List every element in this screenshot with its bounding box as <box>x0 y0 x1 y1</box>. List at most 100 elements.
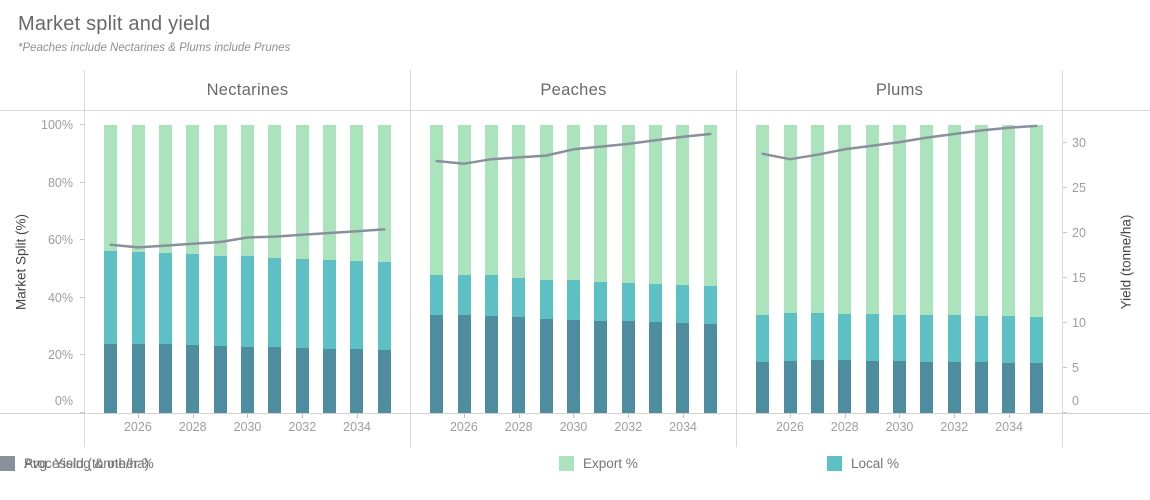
bar-segment-export[interactable] <box>783 125 797 313</box>
bar-segment-local[interactable] <box>377 262 391 350</box>
bar-segment-processing[interactable] <box>975 362 989 413</box>
bar-segment-local[interactable] <box>947 315 961 363</box>
bar-segment-processing[interactable] <box>566 319 580 413</box>
bar-segment-processing[interactable] <box>1029 362 1043 413</box>
bar-segment-processing[interactable] <box>158 344 172 413</box>
stacked-bar-2034[interactable] <box>1002 111 1016 413</box>
bar-segment-processing[interactable] <box>703 323 717 413</box>
bar-segment-local[interactable] <box>104 251 118 344</box>
bar-segment-processing[interactable] <box>377 349 391 413</box>
stacked-bar-2025[interactable] <box>430 111 444 413</box>
bar-segment-export[interactable] <box>213 125 227 256</box>
bar-segment-export[interactable] <box>186 125 200 255</box>
bar-segment-local[interactable] <box>295 258 309 348</box>
bar-segment-export[interactable] <box>947 125 961 316</box>
stacked-bar-2025[interactable] <box>104 111 118 413</box>
bar-segment-export[interactable] <box>539 125 553 280</box>
stacked-bar-2030[interactable] <box>240 111 254 413</box>
bar-segment-local[interactable] <box>703 286 717 324</box>
stacked-bar-2029[interactable] <box>865 111 879 413</box>
bar-segment-export[interactable] <box>323 125 337 261</box>
bar-segment-local[interactable] <box>131 251 145 344</box>
bar-segment-processing[interactable] <box>240 346 254 413</box>
bar-segment-export[interactable] <box>377 125 391 263</box>
stacked-bar-2027[interactable] <box>810 111 824 413</box>
bar-segment-export[interactable] <box>838 125 852 314</box>
bar-segment-local[interactable] <box>484 275 498 316</box>
bar-segment-export[interactable] <box>240 125 254 257</box>
bar-segment-export[interactable] <box>594 125 608 282</box>
bar-segment-local[interactable] <box>240 256 254 347</box>
stacked-bar-2032[interactable] <box>295 111 309 413</box>
bar-segment-local[interactable] <box>213 255 227 347</box>
bar-segment-processing[interactable] <box>810 360 824 413</box>
stacked-bar-2031[interactable] <box>920 111 934 413</box>
bar-segment-local[interactable] <box>1029 316 1043 363</box>
bar-segment-processing[interactable] <box>104 343 118 413</box>
bar-segment-processing[interactable] <box>621 321 635 413</box>
bar-segment-export[interactable] <box>484 125 498 276</box>
bar-segment-export[interactable] <box>430 125 444 276</box>
bar-segment-local[interactable] <box>1002 315 1016 363</box>
stacked-bar-2030[interactable] <box>566 111 580 413</box>
stacked-bar-2030[interactable] <box>892 111 906 413</box>
stacked-bar-2032[interactable] <box>947 111 961 413</box>
bar-segment-export[interactable] <box>920 125 934 315</box>
bar-segment-export[interactable] <box>104 125 118 252</box>
bar-segment-processing[interactable] <box>323 348 337 413</box>
bar-segment-local[interactable] <box>621 282 635 322</box>
legend-item-local[interactable]: Local % <box>827 456 899 471</box>
bar-segment-processing[interactable] <box>756 362 770 413</box>
bar-segment-processing[interactable] <box>213 346 227 413</box>
bar-segment-processing[interactable] <box>920 361 934 413</box>
legend-item-export[interactable]: Export % <box>559 456 638 471</box>
bar-segment-export[interactable] <box>457 125 471 276</box>
bar-segment-export[interactable] <box>131 125 145 252</box>
bar-segment-local[interactable] <box>810 312 824 361</box>
bar-segment-processing[interactable] <box>865 361 879 413</box>
bar-segment-export[interactable] <box>810 125 824 313</box>
bar-segment-local[interactable] <box>158 252 172 345</box>
stacked-bar-2026[interactable] <box>131 111 145 413</box>
bar-segment-export[interactable] <box>865 125 879 314</box>
bar-segment-local[interactable] <box>350 261 364 350</box>
bar-segment-processing[interactable] <box>457 315 471 413</box>
bar-segment-processing[interactable] <box>676 323 690 413</box>
bar-segment-processing[interactable] <box>484 315 498 413</box>
stacked-bar-2035[interactable] <box>703 111 717 413</box>
bar-segment-local[interactable] <box>457 275 471 316</box>
bar-segment-local[interactable] <box>975 315 989 363</box>
stacked-bar-2031[interactable] <box>268 111 282 413</box>
bar-segment-processing[interactable] <box>268 347 282 413</box>
bar-segment-export[interactable] <box>649 125 663 285</box>
bar-segment-local[interactable] <box>920 314 934 362</box>
bar-segment-export[interactable] <box>158 125 172 253</box>
bar-segment-local[interactable] <box>649 284 663 323</box>
stacked-bar-2028[interactable] <box>186 111 200 413</box>
bar-segment-local[interactable] <box>268 257 282 348</box>
bar-segment-export[interactable] <box>892 125 906 315</box>
bar-segment-processing[interactable] <box>131 343 145 413</box>
bar-segment-export[interactable] <box>350 125 364 262</box>
bar-segment-export[interactable] <box>268 125 282 258</box>
bar-segment-local[interactable] <box>186 254 200 346</box>
bar-segment-export[interactable] <box>1029 125 1043 317</box>
stacked-bar-2033[interactable] <box>975 111 989 413</box>
stacked-bar-2032[interactable] <box>621 111 635 413</box>
bar-segment-processing[interactable] <box>1002 362 1016 413</box>
bar-segment-local[interactable] <box>539 279 553 319</box>
bar-segment-local[interactable] <box>430 275 444 316</box>
stacked-bar-2034[interactable] <box>350 111 364 413</box>
bar-segment-export[interactable] <box>975 125 989 316</box>
stacked-bar-2034[interactable] <box>676 111 690 413</box>
bar-segment-local[interactable] <box>838 313 852 361</box>
stacked-bar-2033[interactable] <box>649 111 663 413</box>
stacked-bar-2031[interactable] <box>594 111 608 413</box>
bar-segment-processing[interactable] <box>430 315 444 413</box>
bar-segment-processing[interactable] <box>838 360 852 413</box>
bar-segment-export[interactable] <box>621 125 635 283</box>
stacked-bar-2025[interactable] <box>756 111 770 413</box>
bar-segment-export[interactable] <box>756 125 770 316</box>
stacked-bar-2035[interactable] <box>377 111 391 413</box>
bar-segment-local[interactable] <box>865 313 879 362</box>
